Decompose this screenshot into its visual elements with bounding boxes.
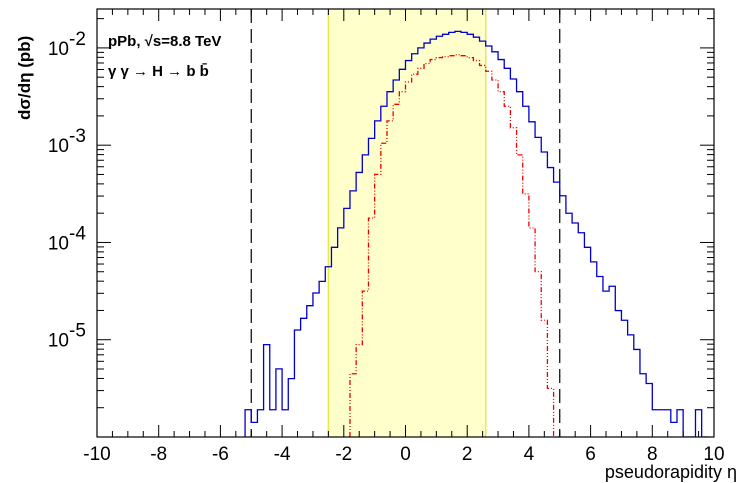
x-tick-label-7: 4 bbox=[524, 444, 535, 465]
x-tick-label-10: 10 bbox=[703, 444, 724, 465]
y-tick-label-0: 10 bbox=[48, 331, 69, 352]
x-tick-label-4: -2 bbox=[335, 444, 352, 465]
y-tick-exponent-0: -5 bbox=[69, 321, 86, 342]
annotation-beam-energy: pPb, √s=8.8 TeV bbox=[108, 33, 221, 50]
x-tick-label-2: -6 bbox=[212, 444, 229, 465]
series-1 bbox=[349, 54, 560, 437]
y-axis-title: dσ/dη (pb) bbox=[15, 36, 34, 120]
x-tick-label-9: 8 bbox=[647, 444, 658, 465]
annotation-process: γ γ → H → b b̄ bbox=[108, 62, 209, 80]
y-tick-label-3: 10 bbox=[48, 39, 69, 60]
series-1-histogram bbox=[349, 54, 560, 437]
x-tick-label-1: -8 bbox=[150, 444, 167, 465]
x-tick-label-5: 0 bbox=[400, 444, 411, 465]
y-tick-exponent-2: -3 bbox=[69, 126, 86, 147]
x-axis-title: pseudorapidity η bbox=[605, 462, 737, 482]
y-tick-exponent-3: -2 bbox=[69, 29, 86, 50]
series-0 bbox=[244, 30, 708, 437]
x-tick-label-0: -10 bbox=[83, 444, 110, 465]
x-tick-label-3: -4 bbox=[274, 444, 291, 465]
acceptance-band bbox=[328, 9, 486, 437]
x-tick-label-6: 2 bbox=[462, 444, 473, 465]
y-tick-label-1: 10 bbox=[48, 233, 69, 254]
series-0-histogram bbox=[244, 30, 708, 437]
x-tick-label-8: 6 bbox=[585, 444, 596, 465]
y-tick-exponent-1: -4 bbox=[69, 223, 86, 244]
y-tick-label-2: 10 bbox=[48, 136, 69, 157]
